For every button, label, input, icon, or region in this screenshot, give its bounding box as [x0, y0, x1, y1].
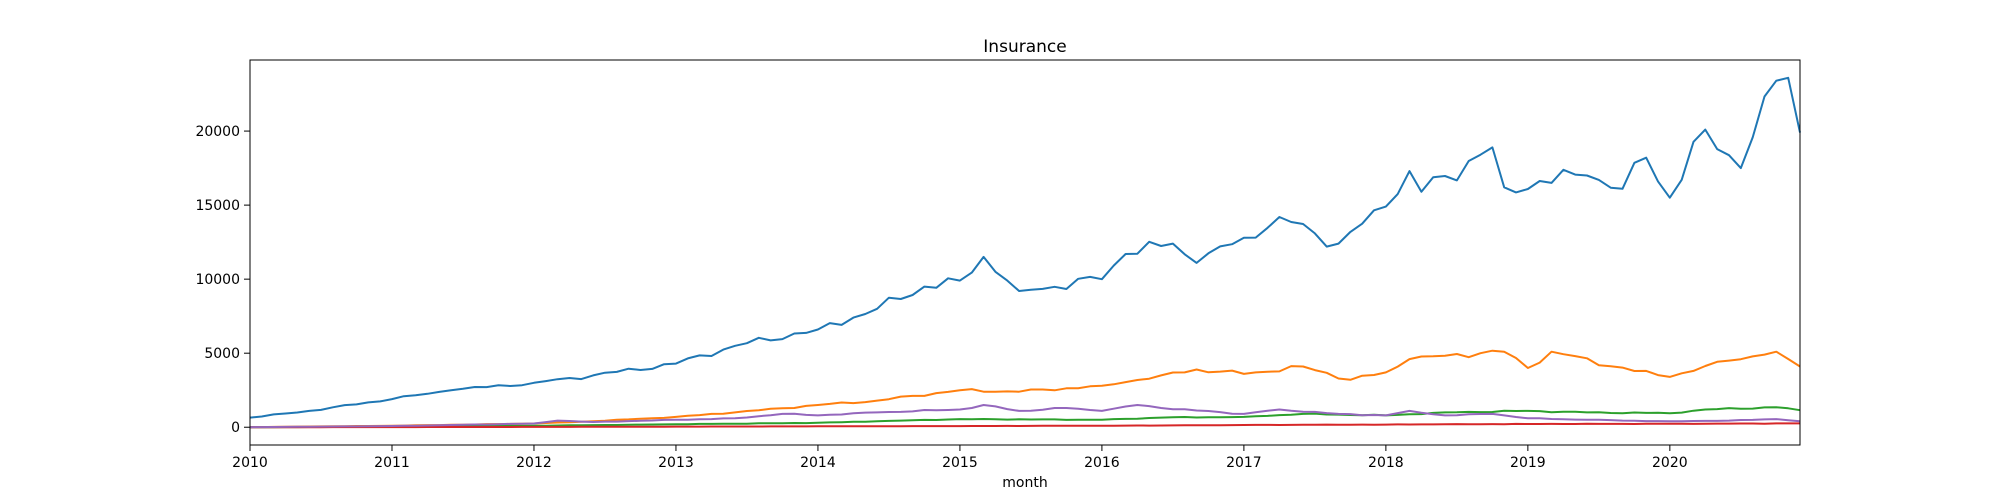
- plot-frame: [249, 59, 1801, 446]
- x-axis-label: month: [1002, 475, 1047, 491]
- x-axis: 2010 2011 2012 2013 2014 2015 2016 2017 2018 2019…: [232, 445, 1688, 471]
- series-line-2: [249, 349, 1801, 429]
- x-tick-label: 2010: [232, 455, 268, 471]
- series-line-4: [250, 422, 1800, 429]
- series-line-5: [249, 404, 1801, 429]
- x-tick-label: 2018: [1368, 455, 1404, 471]
- x-tick-label: 2012: [516, 455, 552, 471]
- series-line-3: [250, 406, 1801, 429]
- plot-area: [249, 76, 1801, 429]
- y-axis: 0 5000 10000 15000 20000: [195, 124, 250, 436]
- series-line-1: [249, 76, 1801, 419]
- x-tick-label: 2011: [374, 455, 410, 471]
- x-tick-label: 2013: [658, 455, 694, 471]
- x-tick-label: 2014: [800, 455, 836, 471]
- x-tick-label: 2016: [1084, 455, 1120, 471]
- y-tick-label: 0: [231, 420, 240, 436]
- x-tick-label: 2019: [1510, 455, 1546, 471]
- y-tick-label: 5000: [204, 346, 240, 362]
- y-tick-label: 20000: [195, 124, 240, 140]
- x-tick-label: 2017: [1226, 455, 1262, 471]
- chart-title: Insurance: [983, 37, 1066, 57]
- x-tick-label: 2020: [1652, 455, 1688, 471]
- x-tick-label: 2015: [942, 455, 978, 471]
- y-tick-label: 10000: [195, 272, 240, 288]
- y-tick-label: 15000: [195, 198, 240, 214]
